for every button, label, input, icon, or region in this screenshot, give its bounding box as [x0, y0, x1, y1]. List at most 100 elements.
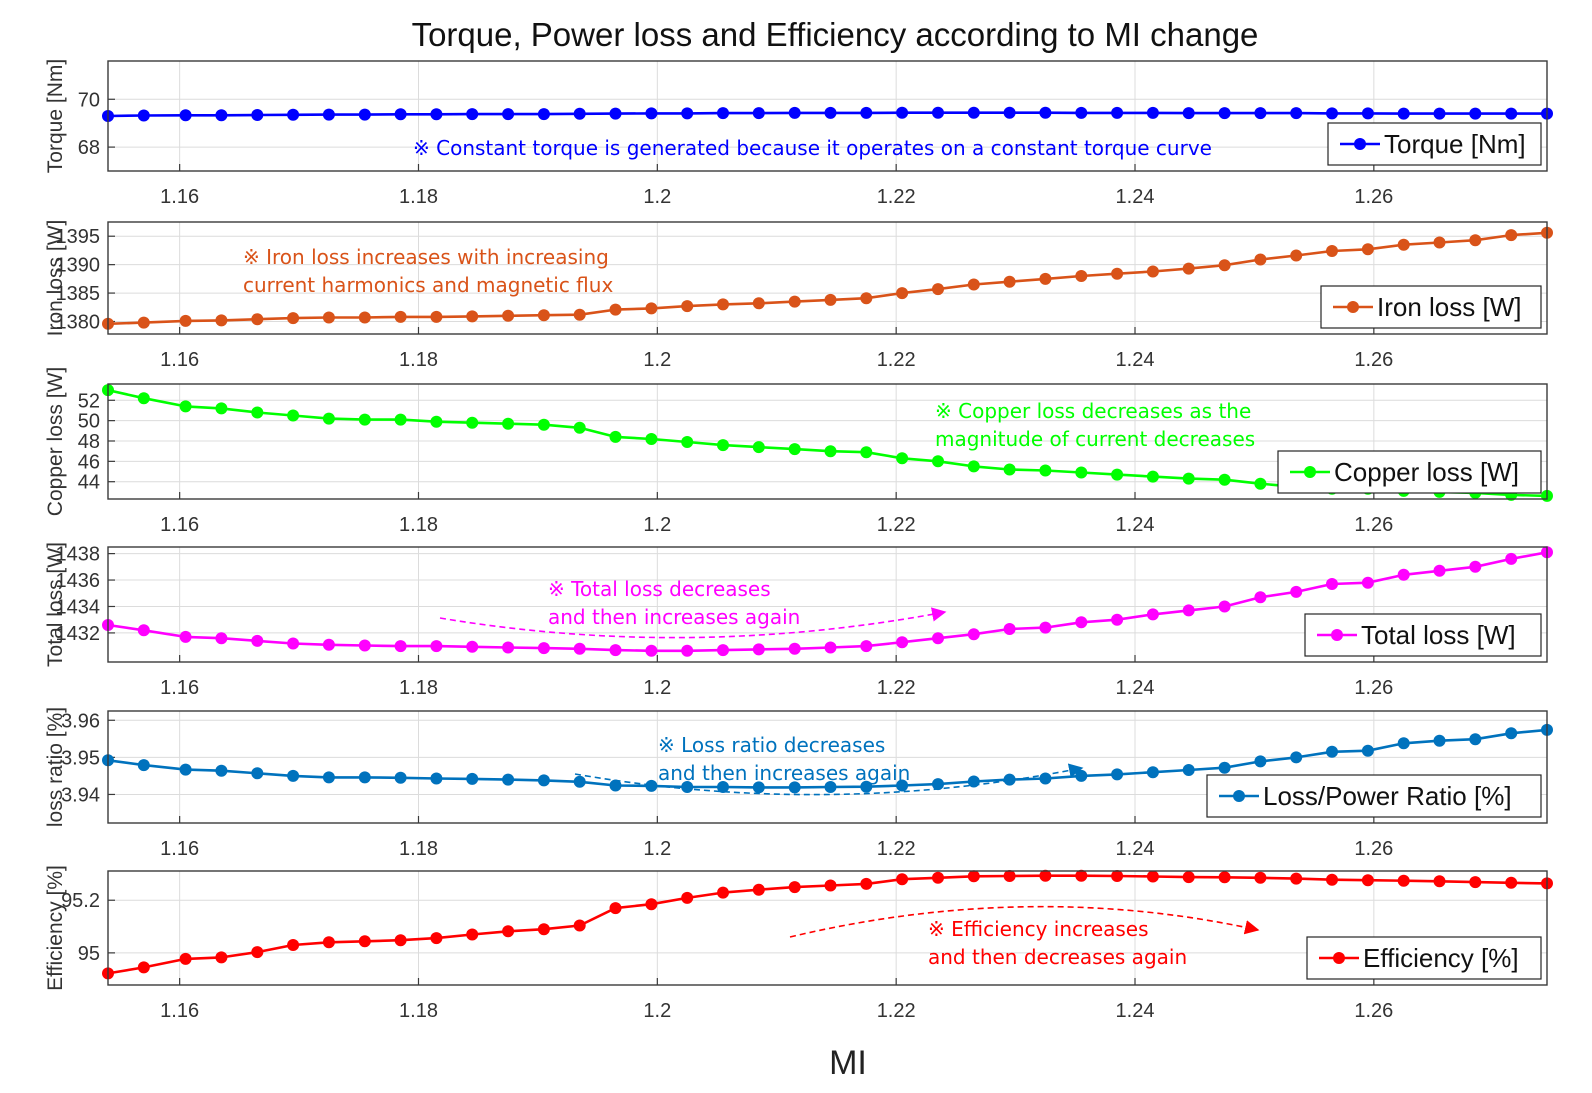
data-point	[752, 781, 765, 794]
y-tick-label: 44	[78, 472, 100, 494]
y-tick-label: 1385	[56, 283, 101, 305]
x-tick-label: 1.26	[1354, 186, 1393, 208]
y-tick-label: 3.94	[61, 784, 100, 806]
data-point	[609, 107, 622, 120]
data-point	[537, 108, 550, 121]
trend-arrow	[574, 763, 1084, 796]
x-tick-label: 1.26	[1354, 677, 1393, 699]
data-point	[537, 418, 550, 431]
data-point	[1290, 107, 1303, 120]
y-tick-label: 1436	[56, 570, 101, 592]
data-point	[896, 452, 909, 465]
data-point	[1326, 578, 1338, 590]
legend-marker	[1333, 952, 1345, 964]
data-point	[1182, 604, 1195, 617]
y-tick-label: 95.2	[61, 890, 100, 912]
data-point	[502, 641, 515, 654]
data-point	[1039, 464, 1052, 477]
data-point	[322, 412, 335, 425]
data-point	[1361, 576, 1374, 589]
x-tick-label: 1.24	[1116, 838, 1155, 860]
data-point	[788, 781, 801, 794]
annotation-text: ※ Iron loss increases with increasing	[243, 245, 609, 269]
data-point	[1290, 872, 1303, 885]
data-point	[1218, 600, 1231, 613]
data-point	[1433, 564, 1446, 577]
data-point	[430, 310, 443, 323]
data-point	[1182, 472, 1195, 485]
legend-label: Copper loss [W]	[1334, 457, 1519, 487]
axes-frame	[107, 870, 1548, 986]
data-point	[1254, 107, 1267, 120]
data-point	[287, 769, 300, 782]
data-point	[251, 767, 264, 780]
data-point	[1075, 106, 1088, 119]
data-point	[251, 406, 264, 419]
data-point	[394, 934, 407, 947]
data-point	[430, 640, 443, 653]
data-point	[573, 421, 586, 434]
data-point	[287, 409, 300, 422]
data-point	[609, 303, 622, 316]
data-point	[537, 923, 550, 936]
data-point	[537, 774, 550, 787]
data-point	[1218, 259, 1231, 272]
data-point	[1003, 275, 1016, 288]
legend-eff: Efficiency [%]	[1306, 936, 1542, 980]
x-tick-label: 1.2	[643, 838, 671, 860]
y-axis-label: Iron loss [W]	[44, 220, 67, 337]
data-point	[1397, 107, 1410, 120]
data-point	[287, 108, 300, 121]
data-point	[1218, 107, 1231, 120]
data-point	[358, 108, 371, 121]
data-point	[1254, 755, 1267, 768]
data-point	[1361, 243, 1374, 256]
data-point	[1182, 107, 1195, 120]
data-point	[358, 639, 371, 652]
data-point	[824, 293, 837, 306]
x-tick-label: 1.16	[160, 838, 199, 860]
y-tick-label: 52	[78, 390, 100, 412]
x-tick-label: 1.24	[1116, 349, 1155, 371]
data-point	[1003, 463, 1016, 476]
data-point	[502, 417, 515, 430]
data-point	[752, 107, 765, 120]
data-point	[1075, 466, 1088, 479]
data-point	[788, 106, 801, 119]
data-point	[394, 771, 407, 784]
data-point	[137, 109, 150, 122]
data-point	[860, 106, 873, 119]
x-tick-label: 1.2	[643, 349, 671, 371]
figure-title: Torque, Power loss and Efficiency accord…	[412, 16, 1259, 53]
data-point	[860, 292, 873, 305]
data-point	[1218, 473, 1231, 486]
data-point	[752, 297, 765, 310]
data-point	[860, 446, 873, 459]
data-point	[215, 402, 228, 415]
y-tick-label: 1434	[56, 596, 101, 618]
data-point	[1003, 773, 1016, 786]
data-point	[1326, 107, 1338, 120]
data-point	[860, 877, 873, 890]
data-point	[137, 624, 150, 637]
data-point	[932, 455, 944, 468]
data-point	[179, 400, 192, 413]
x-tick-label: 1.18	[399, 1000, 438, 1022]
data-point	[1397, 238, 1410, 251]
data-point	[645, 433, 658, 445]
data-point	[1182, 871, 1195, 884]
x-tick-label: 1.16	[160, 514, 199, 536]
data-point	[1433, 875, 1446, 888]
data-point	[179, 763, 192, 776]
subplot-iron: 1.16 1.18 1.2 1.22 1.24 1.261380138513901395I…	[44, 220, 1553, 371]
data-point	[681, 891, 694, 904]
data-point	[1290, 249, 1303, 262]
y-axis-label: loss ratio [%]	[44, 707, 67, 827]
data-point	[287, 637, 300, 650]
y-tick-label: 50	[78, 411, 100, 433]
data-point	[137, 961, 150, 974]
x-tick-label: 1.18	[399, 186, 438, 208]
data-point	[215, 109, 228, 122]
data-point	[1505, 727, 1518, 740]
data-point	[1469, 733, 1482, 746]
